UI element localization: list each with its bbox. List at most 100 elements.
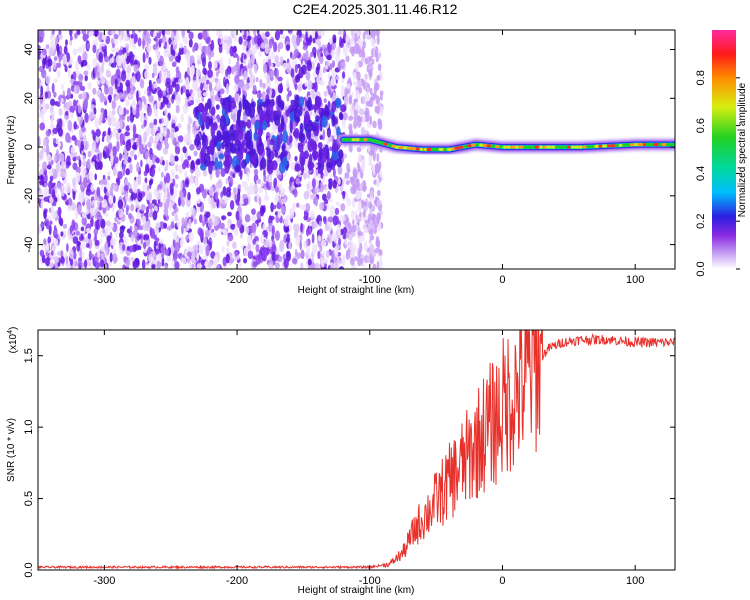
colorbar-gradient bbox=[712, 30, 736, 269]
heatmap-noise-cell bbox=[355, 101, 359, 111]
heatmap-noise-cell bbox=[148, 136, 154, 143]
heatmap-noise-cell bbox=[193, 150, 198, 157]
heatmap-noise-cell bbox=[68, 60, 72, 66]
heatmap-noise-cell bbox=[126, 109, 129, 115]
heatmap-noise-cell bbox=[239, 200, 245, 205]
heatmap-noise-cell bbox=[166, 254, 172, 263]
heatmap-noise-cell bbox=[174, 213, 178, 222]
heatmap-noise-cell bbox=[374, 82, 380, 91]
heatmap-noise-cell bbox=[148, 192, 152, 203]
heatmap-noise-cell bbox=[340, 203, 346, 212]
heatmap-ridge-cell bbox=[410, 147, 417, 151]
heatmap-noise-cell bbox=[87, 232, 92, 240]
heatmap-noise-cell bbox=[98, 31, 103, 43]
heatmap-band-cell bbox=[230, 100, 237, 110]
heatmap-ridge-cell bbox=[371, 139, 376, 143]
heatmap-noise-cell bbox=[134, 154, 137, 161]
heatmap-band-cell bbox=[281, 144, 286, 152]
heatmap-noise-cell bbox=[186, 66, 190, 78]
heatmap-noise-cell bbox=[69, 249, 74, 259]
heatmap-noise-cell bbox=[72, 162, 78, 171]
heatmap-band-cell bbox=[221, 141, 225, 150]
heatmap-noise-cell bbox=[247, 186, 250, 198]
heatmap-noise-cell bbox=[228, 57, 232, 65]
heatmap-noise-cell bbox=[301, 64, 307, 75]
heatmap-noise-cell bbox=[274, 262, 280, 269]
heatmap-noise-cell bbox=[52, 60, 57, 71]
heatmap-noise-cell bbox=[305, 31, 308, 42]
heatmap-noise-cell bbox=[102, 206, 107, 214]
heatmap-noise-cell bbox=[251, 208, 256, 215]
snr-x-tick-label: 100 bbox=[626, 575, 644, 587]
heatmap-noise-cell bbox=[74, 261, 80, 267]
heatmap-ridge-cell bbox=[534, 145, 540, 149]
heatmap-noise-cell bbox=[265, 81, 272, 90]
heatmap-noise-cell bbox=[226, 74, 231, 79]
heatmap-noise-cell bbox=[51, 30, 55, 35]
heatmap-noise-cell bbox=[213, 114, 216, 121]
heatmap-noise-cell bbox=[60, 83, 64, 91]
spectrogram-x-label: Height of straight line (km) bbox=[298, 285, 415, 296]
heatmap-band-cell bbox=[235, 130, 239, 145]
heatmap-noise-cell bbox=[295, 74, 301, 83]
heatmap-ridge-cell bbox=[355, 138, 361, 142]
heatmap-noise-cell bbox=[152, 44, 157, 51]
heatmap-ridge-cell bbox=[531, 145, 535, 149]
heatmap-ridge-cell bbox=[475, 143, 480, 147]
heatmap-noise-cell bbox=[113, 239, 116, 246]
heatmap-noise-cell bbox=[296, 202, 300, 208]
heatmap-noise-cell bbox=[89, 110, 94, 121]
heatmap-noise-cell bbox=[86, 243, 90, 248]
heatmap-noise-cell bbox=[296, 63, 301, 69]
heatmap-noise-cell bbox=[251, 53, 255, 65]
heatmap-noise-cell bbox=[157, 89, 163, 98]
heatmap-noise-cell bbox=[53, 56, 58, 61]
heatmap-noise-cell bbox=[220, 222, 225, 230]
heatmap-ridge-cell bbox=[347, 138, 353, 142]
heatmap-noise-cell bbox=[162, 159, 165, 166]
heatmap-noise-cell bbox=[153, 240, 157, 252]
heatmap-noise-cell bbox=[158, 166, 161, 173]
heatmap-noise-cell bbox=[341, 254, 346, 266]
heatmap-noise-cell bbox=[376, 176, 380, 189]
heatmap-noise-cell bbox=[131, 233, 135, 243]
heatmap-noise-cell bbox=[303, 204, 307, 211]
heatmap-ridge-cell bbox=[482, 143, 488, 148]
heatmap-noise-cell bbox=[294, 155, 298, 162]
heatmap-noise-cell bbox=[328, 198, 333, 204]
heatmap-noise-cell bbox=[183, 45, 187, 55]
heatmap-noise-cell bbox=[144, 70, 150, 80]
heatmap-noise-cell bbox=[111, 99, 116, 110]
heatmap-noise-cell bbox=[168, 37, 172, 45]
heatmap-noise-cell bbox=[371, 163, 375, 171]
heatmap-noise-cell bbox=[333, 167, 336, 178]
heatmap-noise-cell bbox=[48, 66, 52, 73]
heatmap-noise-cell bbox=[379, 209, 383, 216]
heatmap-noise-cell bbox=[39, 249, 45, 257]
heatmap-noise-cell bbox=[375, 95, 380, 105]
heatmap-noise-cell bbox=[205, 211, 211, 218]
heatmap-noise-cell bbox=[235, 198, 240, 206]
heatmap-noise-cell bbox=[182, 161, 187, 170]
heatmap-noise-cell bbox=[287, 145, 291, 151]
heatmap-noise-cell bbox=[58, 30, 62, 36]
heatmap-ridge-cell bbox=[557, 145, 564, 149]
heatmap-noise-cell bbox=[306, 227, 310, 237]
heatmap-noise-cell bbox=[65, 39, 68, 46]
heatmap-noise-cell bbox=[368, 228, 374, 236]
heatmap-noise-cell bbox=[70, 152, 76, 158]
heatmap-band-cell bbox=[332, 139, 338, 153]
heatmap-noise-cell bbox=[123, 153, 129, 162]
heatmap-noise-cell bbox=[330, 75, 336, 87]
heatmap-noise-cell bbox=[40, 223, 44, 228]
heatmap-noise-cell bbox=[164, 167, 167, 172]
heatmap-ridge-cell bbox=[570, 145, 575, 149]
heatmap-noise-cell bbox=[149, 147, 153, 155]
spectrogram-y-tick-label: 20 bbox=[23, 92, 35, 104]
heatmap-noise-cell bbox=[188, 260, 192, 269]
heatmap-noise-cell bbox=[371, 58, 375, 65]
heatmap-noise-cell bbox=[173, 61, 176, 67]
heatmap-ridge-cell bbox=[383, 142, 388, 146]
heatmap-noise-cell bbox=[379, 169, 383, 178]
heatmap-noise-cell bbox=[171, 168, 175, 178]
